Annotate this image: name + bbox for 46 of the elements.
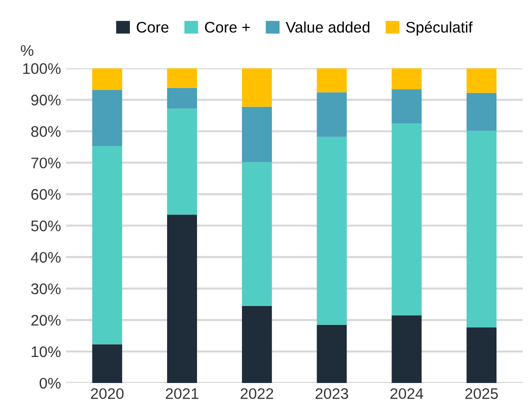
legend-label: Value added (286, 21, 370, 33)
y-axis-title: % (20, 45, 34, 56)
y-tick-label: 70% (31, 158, 61, 168)
bar (466, 130, 497, 328)
bar (392, 315, 422, 383)
legend-label: Core + (205, 22, 250, 33)
x-tick-label: 2020 (90, 388, 124, 400)
x-tick-label: 2023 (316, 388, 348, 400)
y-tick-label: 90% (31, 94, 61, 106)
legend-label: Spéculatif (406, 21, 473, 36)
bar (316, 68, 347, 92)
bar (167, 88, 198, 109)
x-tick-label: 2021 (166, 388, 198, 400)
bar (92, 68, 122, 90)
bar (466, 92, 497, 131)
bar (466, 327, 497, 383)
bar (242, 106, 272, 162)
y-tick-label: 60% (31, 189, 61, 200)
bar (92, 90, 122, 146)
bar (466, 68, 497, 93)
bar (167, 108, 198, 215)
bar (92, 146, 122, 344)
legend-label: Core (136, 22, 168, 33)
y-tick-label: 80% (31, 126, 61, 137)
bar (242, 306, 272, 383)
bar (392, 68, 422, 90)
bar (316, 92, 347, 137)
y-tick-label: 20% (31, 314, 61, 326)
bar (167, 214, 198, 383)
bar (392, 124, 422, 316)
y-tick-label: 0% (40, 378, 61, 389)
bar (316, 324, 347, 383)
y-tick-label: 40% (30, 252, 61, 263)
y-tick-label: 10% (32, 346, 61, 358)
bar (316, 136, 347, 325)
bar (242, 68, 272, 107)
x-tick-label: 2025 (465, 388, 498, 400)
y-tick-label: 100% (23, 63, 61, 74)
x-tick-label: 2024 (390, 388, 424, 400)
y-tick-label: 50% (31, 220, 61, 232)
bar (392, 89, 422, 124)
bar (242, 162, 272, 306)
bar (92, 344, 122, 383)
x-tick-label: 2022 (240, 388, 274, 400)
y-tick-label: 30% (31, 283, 61, 294)
bar (167, 68, 198, 88)
